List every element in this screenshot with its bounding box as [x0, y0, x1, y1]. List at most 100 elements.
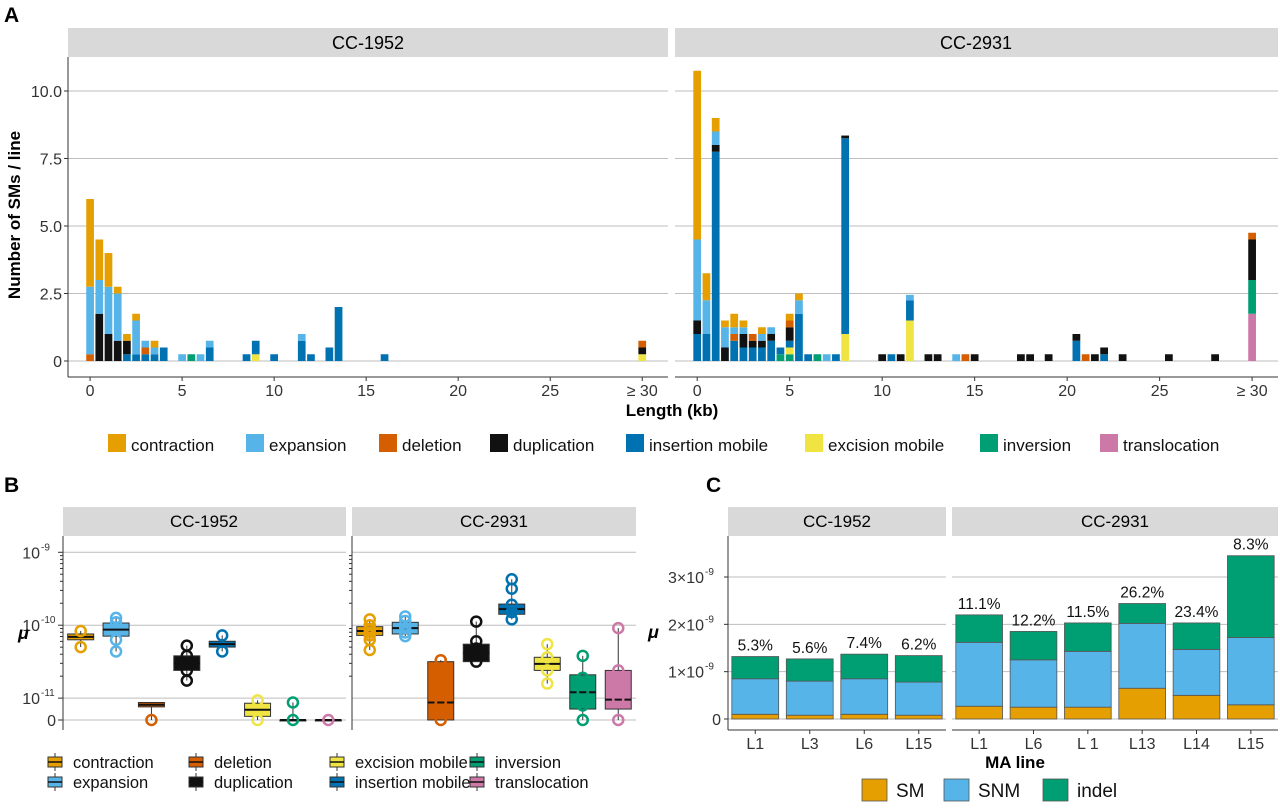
bar-segment-expansion: [730, 327, 739, 334]
bar-segment-contraction: [104, 253, 113, 287]
y-tick-exponent: -9: [705, 614, 714, 625]
x-tick-label: L1: [970, 736, 988, 753]
bar-segment-indel: [785, 658, 834, 682]
panel-a-y-label: Number of SMs / line: [5, 131, 24, 299]
panel-c-legend: SM SNM indel: [861, 778, 1117, 802]
panel-c-bars: 5.3% 5.6% 7.4% 6.2% 11.1% 12.2% 11.5% 26.2% 23.4…: [731, 537, 1275, 720]
bar-segment-translocation: [1248, 313, 1256, 361]
bar-segment-contraction: [132, 313, 140, 321]
bar-segment-inversion: [187, 354, 196, 361]
point-duplication: [180, 656, 194, 670]
bar-segment-SNM: [785, 680, 834, 716]
point-translocation: [322, 713, 335, 727]
bar-segment-expansion: [205, 340, 214, 348]
y-tick-label: 3×10: [668, 570, 704, 587]
legend-label-deletion: deletion: [214, 754, 272, 772]
legend-label-translocation: translocation: [495, 774, 589, 792]
bar-segment-expansion: [196, 354, 205, 361]
bar-segment-duplication: [841, 135, 850, 139]
bar-segment-indel: [955, 614, 1003, 643]
bar-segment-duplication: [1211, 354, 1219, 361]
bar-segment-expansion: [952, 354, 961, 361]
legend-key-SNM: [943, 778, 970, 802]
y-tick-label: 0: [53, 354, 62, 371]
bar-segment-excision-mobile: [841, 334, 850, 361]
bar-segment-SM: [840, 713, 889, 720]
bar-segment-contraction: [86, 199, 94, 287]
bar-segment-SM: [894, 714, 943, 720]
bar-segment-insertion-mobile: [1072, 340, 1081, 361]
point-duplication: [470, 615, 483, 628]
bar-segment-insertion-mobile: [132, 354, 140, 361]
percent-label: 6.2%: [901, 637, 937, 654]
panel-b-strip-left-label: CC-1952: [170, 512, 238, 531]
panel-c-y-ticks: 01×10 -92×10 -93×10 -9: [668, 567, 728, 729]
legend-label-contraction: contraction: [131, 436, 214, 455]
legend-key-expansion: [246, 434, 264, 452]
bar-segment-indel: [1064, 622, 1112, 652]
point-inversion: [576, 699, 589, 712]
legend-key-indel: [1042, 778, 1069, 802]
bar-segment-SM: [1227, 704, 1275, 720]
panel-a-x-label: Length (kb): [626, 401, 719, 420]
legend-label-expansion: expansion: [269, 436, 347, 455]
y-tick-label: 2.5: [40, 287, 62, 304]
bar-segment-SNM: [955, 641, 1003, 707]
bar-segment-contraction: [150, 340, 159, 348]
bar-segment-contraction: [711, 118, 720, 132]
bar-segment-insertion-mobile: [270, 354, 278, 361]
panel-c-x-ticks: L1 L3 L6 L15 L1 L6 L 1 L13 L14 L15: [746, 730, 1264, 753]
bar-segment-SNM: [840, 678, 889, 715]
legend-label-inversion: inversion: [1003, 436, 1071, 455]
y-tick-label: 7.5: [40, 152, 62, 169]
bar-segment-SNM: [1064, 650, 1112, 708]
bar-segment-duplication: [785, 327, 794, 341]
bar-segment-inversion: [776, 354, 785, 361]
bar-segment-SM: [731, 713, 780, 720]
bar-segment-insertion-mobile: [841, 138, 850, 334]
percent-label: 11.1%: [958, 596, 1001, 613]
bar-segment-insertion-mobile: [785, 340, 794, 348]
y-tick-label: 10.0: [31, 84, 62, 101]
legend-label-expansion: expansion: [73, 774, 148, 792]
panel-a-bars: [86, 70, 1256, 361]
x-tick-label: 5: [178, 383, 187, 400]
bar-segment-SM: [1118, 687, 1166, 720]
percent-label: 5.6%: [792, 640, 828, 657]
x-tick-label: L1: [746, 736, 764, 753]
bar-segment-excision-mobile: [785, 347, 794, 355]
point-duplication: [180, 649, 194, 663]
bar-segment-expansion: [150, 347, 159, 355]
bar-segment-contraction: [785, 313, 794, 321]
legend-key-translocation: [1100, 434, 1118, 452]
point-excision-mobile: [541, 637, 554, 651]
bar-segment-insertion-mobile: [739, 347, 748, 361]
bar-segment-contraction: [739, 320, 748, 328]
y-tick-exponent: -9: [705, 567, 714, 578]
percent-label: 5.3%: [738, 638, 774, 655]
point-insertion-mobile: [215, 645, 229, 658]
bar-segment-duplication: [924, 354, 933, 361]
panel-a-legend: contraction expansion deletion duplication i…: [108, 434, 1219, 455]
bar-segment-SM: [1172, 694, 1221, 720]
legend-label-duplication: duplication: [513, 436, 594, 455]
bar-segment-duplication: [1248, 239, 1256, 280]
point-contraction: [74, 624, 87, 638]
bar-segment-duplication: [896, 354, 905, 361]
bar-segment-SM: [1009, 706, 1058, 720]
x-tick-label: L14: [1183, 736, 1210, 753]
point-excision-mobile: [541, 651, 554, 664]
panel-a-y-ticks: 0 2.5 5.0 7.5 10.0: [31, 84, 68, 371]
point-deletion: [434, 653, 447, 667]
bar-segment-expansion: [702, 300, 711, 334]
bar-segment-deletion: [748, 334, 757, 341]
point-expansion: [109, 611, 123, 625]
bar-segment-expansion: [721, 327, 729, 348]
panel-a-label: A: [4, 4, 19, 27]
point-duplication: [470, 642, 483, 655]
legend-label-contraction: contraction: [73, 754, 154, 772]
bar-segment-expansion: [739, 327, 748, 334]
bar-segment-insertion-mobile: [123, 354, 131, 361]
bar-segment-insertion-mobile: [325, 347, 334, 361]
